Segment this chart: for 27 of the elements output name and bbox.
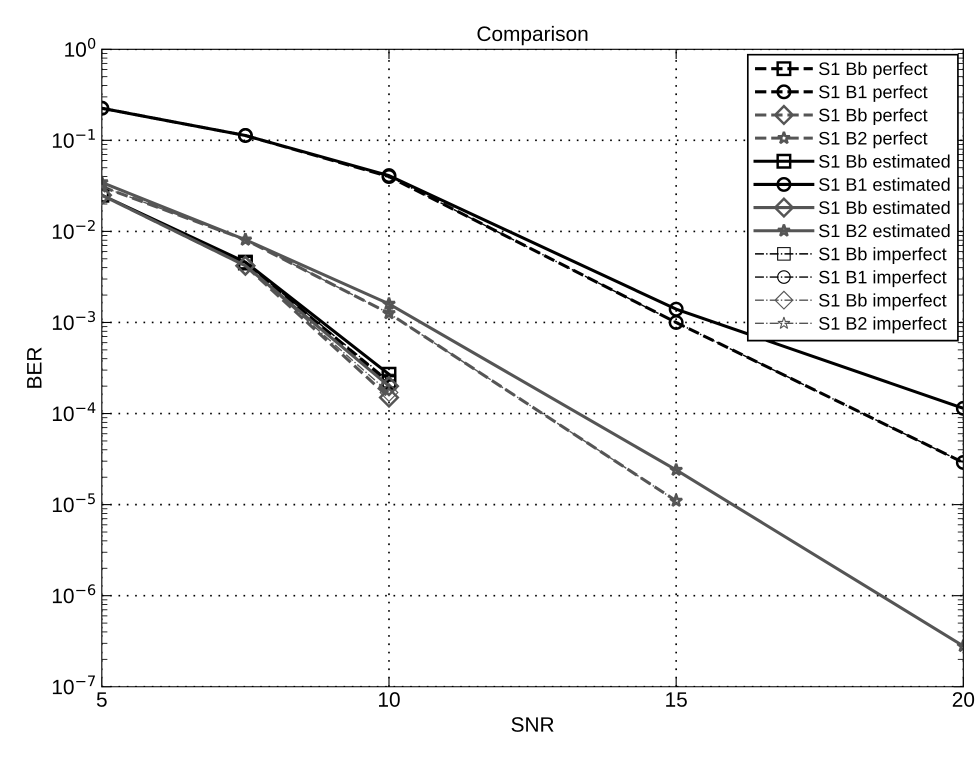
y-tick-label: 10$^{−4}$ <box>52 402 96 422</box>
x-tick-label: 5 <box>96 692 107 707</box>
legend-label: S1 Bb imperfect <box>819 247 947 264</box>
x-tick-label: 20 <box>952 692 974 707</box>
legend-label: S1 B1 estimated <box>819 178 950 191</box>
x-tick-label: 10 <box>378 692 400 707</box>
legend-label: S1 Bb imperfect <box>819 293 947 310</box>
y-tick-label: 10$^{0}$ <box>65 38 96 57</box>
legend-label: S1 B1 perfect <box>819 85 928 102</box>
legend-label: S1 B2 imperfect <box>819 316 947 334</box>
legend-label: S1 B2 perfect <box>819 131 928 148</box>
legend-label: S1 B1 imperfect <box>819 270 947 288</box>
y-tick-label: 10$^{−1}$ <box>52 129 95 148</box>
legend-label: S1 Bb estimated <box>819 154 950 168</box>
y-tick-label: 10$^{−7}$ <box>52 676 95 694</box>
x-axis-title: SNR <box>512 717 554 732</box>
legend-label: S1 Bb perfect <box>819 62 928 79</box>
legend-label: S1 Bb estimated <box>819 200 950 214</box>
legend-label: S1 B2 estimated <box>819 224 950 238</box>
y-tick-label: 10$^{−3}$ <box>52 311 96 330</box>
x-tick-label: 15 <box>666 692 687 707</box>
y-tick-label: 10$^{−5}$ <box>52 493 95 512</box>
y-axis-title: BER <box>27 348 42 388</box>
chart-title: Comparison <box>477 26 588 46</box>
legend-label: S1 Bb perfect <box>819 108 928 126</box>
y-tick-label: 10$^{−2}$ <box>52 220 95 239</box>
y-tick-label: 10$^{−6}$ <box>52 584 96 604</box>
